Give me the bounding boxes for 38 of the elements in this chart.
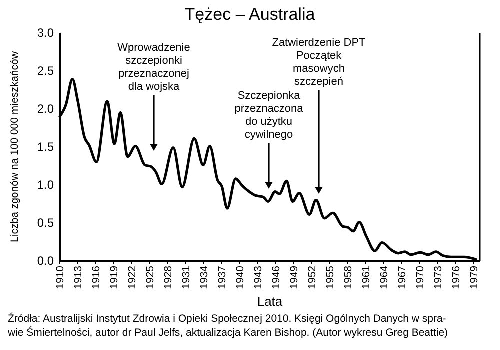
x-tick-label: 1910 — [54, 266, 67, 290]
x-tick-label: 1928 — [162, 266, 175, 290]
x-tick-label: 1952 — [306, 266, 319, 290]
annotation: Zatwierdzenie DPT Początek masowych szczepień — [272, 37, 366, 88]
y-tick-label: 0.0 — [37, 254, 54, 268]
annotation: Wprowadzenie szczepionki przeznaczonej dla wojska — [118, 42, 190, 93]
x-tick-label: 1925 — [144, 266, 157, 290]
y-axis-title: Liczba zgonów na 100 000 mieszkańców — [9, 51, 21, 242]
x-tick-label: 1934 — [198, 266, 211, 290]
x-tick-label: 1958 — [342, 266, 355, 290]
x-tick-label: 1970 — [414, 266, 427, 290]
x-tick-label: 1961 — [360, 266, 373, 290]
x-tick-label: 1964 — [378, 266, 391, 290]
x-tick-label: 1937 — [216, 266, 229, 290]
x-tick-label: 1913 — [72, 266, 85, 290]
chart-title: Tężec – Australia — [184, 5, 316, 24]
text: Źródła: Australijski Instytut Zdrowia i Opieki Społecznej 2010. Księgi Ogólnych Danych w spra- wie Śmiertelności, autor dr Paul Jelfs, aktualizacja Karen Bishop. (Autor wykresu Greg Beattie) — [7, 312, 448, 339]
x-tick-label: 1931 — [180, 266, 193, 290]
y-tick-label: 3.0 — [37, 26, 54, 40]
annotation: Szczepionka przeznaczona do użytku cywilnego — [234, 90, 304, 141]
x-tick-label: 1976 — [450, 266, 463, 290]
y-tick-label: 2.5 — [37, 64, 54, 78]
y-tick-label: 0.5 — [37, 216, 54, 230]
y-tick-label: 2.0 — [37, 102, 54, 116]
x-tick-label: 1955 — [324, 266, 337, 290]
x-tick-label: 1943 — [252, 266, 265, 290]
x-tick-label: 1967 — [396, 266, 409, 290]
x-tick-label: 1919 — [108, 266, 121, 290]
x-tick-label: 1946 — [270, 266, 283, 290]
x-tick-label: 1973 — [432, 266, 445, 290]
x-tick-label: 1922 — [126, 266, 139, 290]
x-tick-label: 1916 — [90, 266, 103, 290]
y-tick-label: 1.5 — [37, 140, 54, 154]
x-axis-title: Lata — [257, 294, 284, 309]
x-tick-label: 1940 — [234, 266, 247, 290]
x-tick-label: 1979 — [468, 266, 481, 290]
x-tick-label: 1949 — [288, 266, 301, 290]
y-tick-label: 1.0 — [37, 178, 54, 192]
